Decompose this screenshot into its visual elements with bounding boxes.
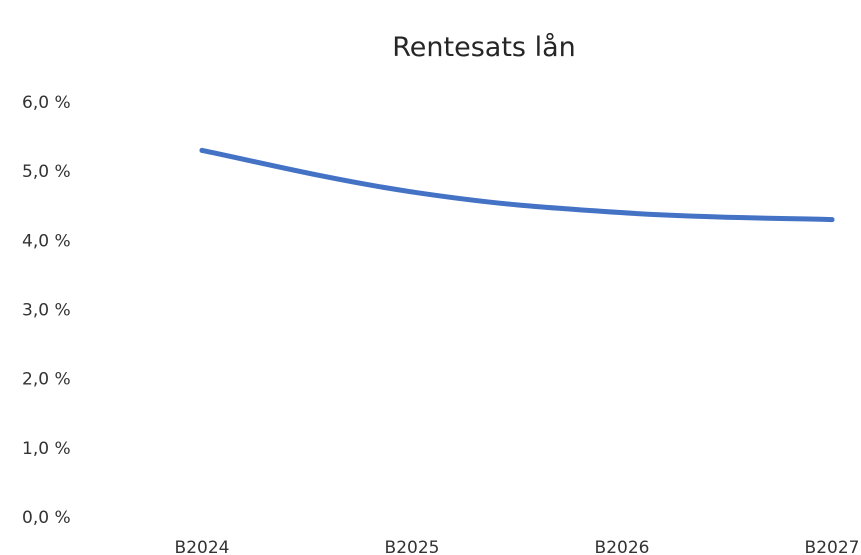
data-point [829,217,835,223]
y-tick-label: 6,0 % [22,93,71,113]
series-line [199,147,835,223]
y-tick-label: 2,0 % [22,370,71,390]
x-tick-label: B2024 [175,538,230,555]
y-tick-label: 5,0 % [22,162,71,182]
x-tick-label: B2027 [805,538,860,555]
x-tick-label: B2025 [385,538,440,555]
data-point [199,147,205,153]
x-axis: B2024 B2025 B2026 B2027 [175,538,860,555]
y-tick-label: 4,0 % [22,231,71,251]
x-tick-label: B2026 [595,538,650,555]
data-point [619,210,625,216]
plot-area [199,147,835,223]
chart-title: Rentesats lån [392,32,575,63]
y-tick-label: 1,0 % [22,439,71,459]
y-axis: 0,0 % 1,0 % 2,0 % 3,0 % 4,0 % 5,0 % 6,0 % [22,93,71,528]
y-tick-label: 0,0 % [22,508,71,528]
data-point [409,189,415,195]
y-tick-label: 3,0 % [22,301,71,321]
